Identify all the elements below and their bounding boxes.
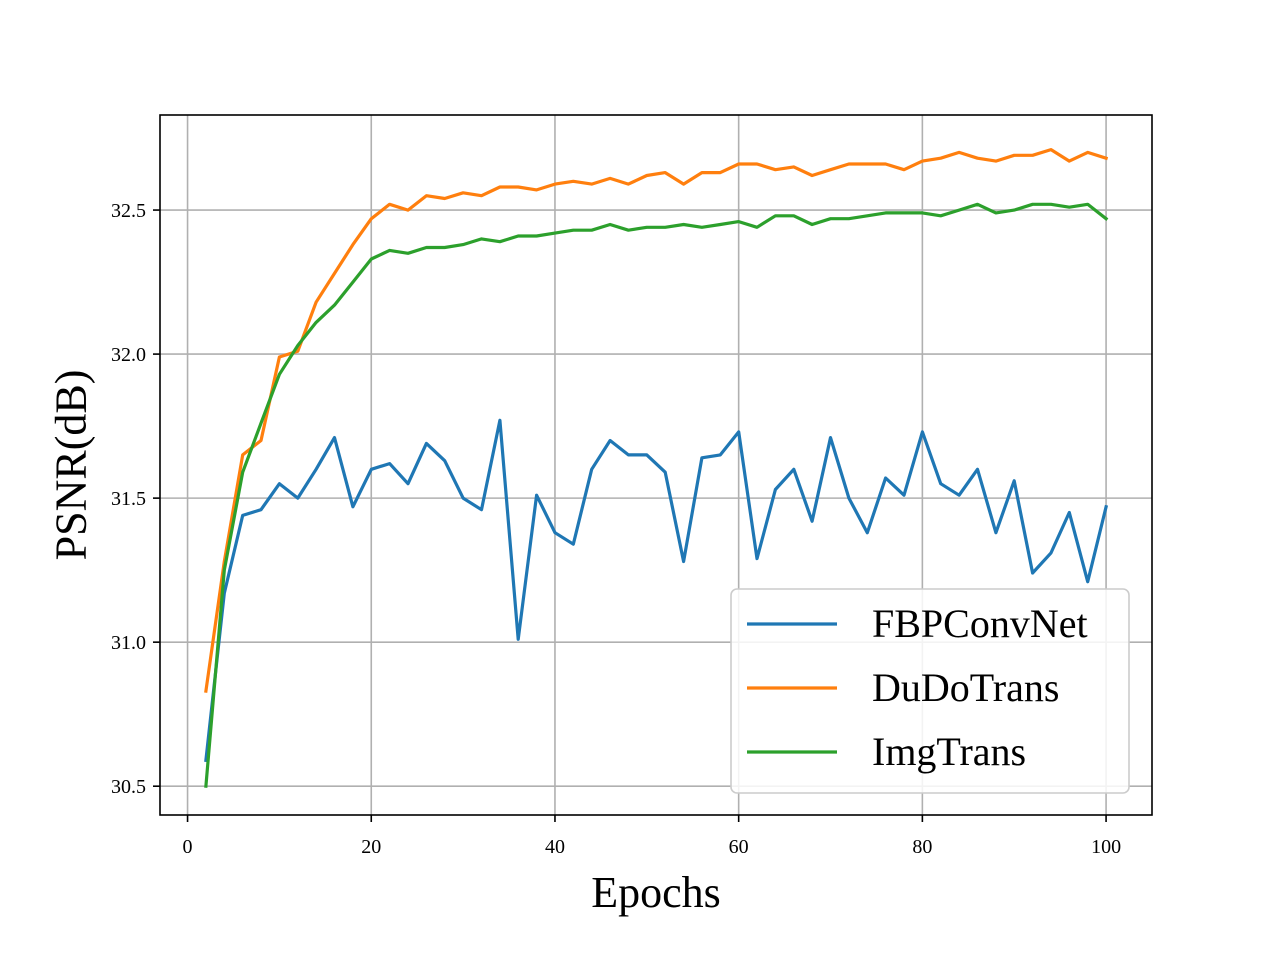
legend-label-imgtrans: ImgTrans	[872, 729, 1026, 774]
series-line-fbpconvnet	[204, 418, 1109, 763]
x-tick-label: 60	[729, 836, 749, 858]
y-tick-label: 32.5	[111, 200, 146, 222]
y-tick-label: 31.5	[111, 488, 146, 510]
x-tick-label: 80	[912, 836, 932, 858]
legend-label-dudotrans: DuDoTrans	[872, 665, 1059, 710]
y-tick-label: 31.0	[111, 632, 146, 654]
y-tick-label: 32.0	[111, 344, 146, 366]
legend-label-fbpconvnet: FBPConvNet	[872, 601, 1088, 646]
y-axis-label: PSNR(dB)	[46, 370, 95, 561]
series-line-imgtrans	[204, 202, 1109, 788]
axis-ticks: 0 20 40 60 80 100 30.5 31.0 31.5 32.0 32.5	[111, 200, 1121, 858]
plot-area-frame	[159, 114, 1153, 816]
x-tick-label: 40	[545, 836, 565, 858]
series-line-dudotrans	[204, 148, 1109, 693]
legend: FBPConvNet DuDoTrans ImgTrans	[730, 588, 1130, 794]
legend-box	[730, 588, 1130, 794]
y-tick-label: 30.5	[111, 776, 146, 798]
x-tick-label: 20	[361, 836, 381, 858]
x-tick-label: 100	[1091, 836, 1121, 858]
x-tick-label: 0	[183, 836, 193, 858]
series-lines	[204, 148, 1109, 788]
x-axis-label: Epochs	[591, 868, 721, 917]
